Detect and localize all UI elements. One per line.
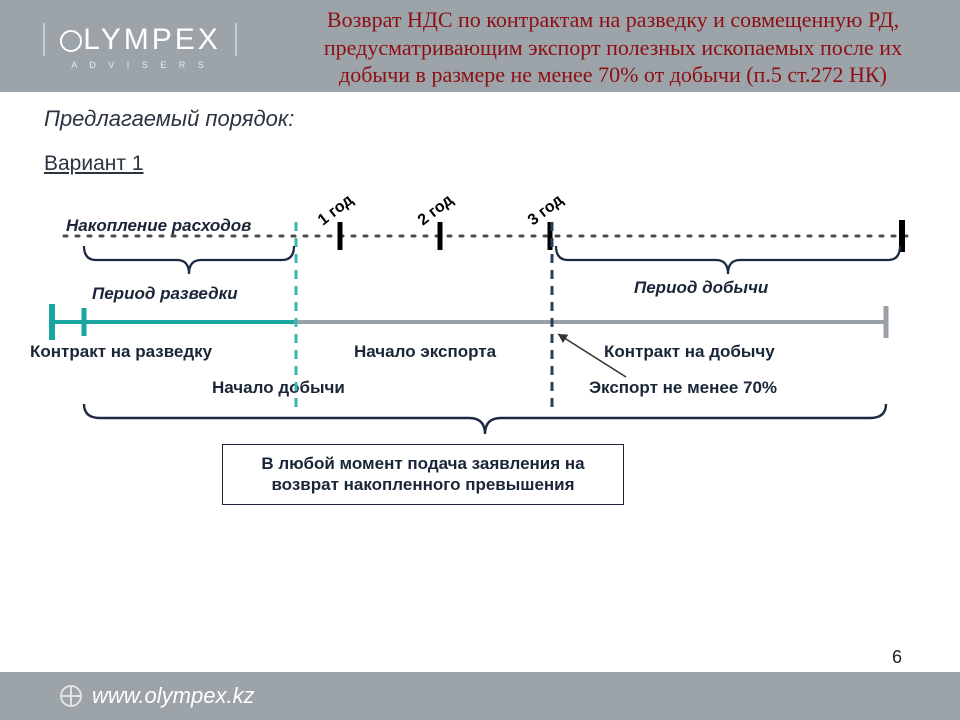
slide-title: Возврат НДС по контрактам на разведку и … xyxy=(280,0,960,92)
logo-text: LYMPEX xyxy=(83,23,221,56)
proposed-heading: Предлагаемый порядок: xyxy=(44,106,910,132)
page-number: 6 xyxy=(892,647,902,668)
logo-sub: A D V I S E R S xyxy=(71,60,209,70)
footer-url: www.olympex.kz xyxy=(92,683,255,709)
logo: LYMPEX A D V I S E R S xyxy=(0,0,280,92)
logo-main: LYMPEX xyxy=(43,23,237,56)
timeline-svg xyxy=(44,182,924,502)
footer: www.olympex.kz xyxy=(0,672,960,720)
timeline-diagram: Накопление расходов 1 год 2 год 3 год Пе… xyxy=(44,182,910,542)
variant-heading: Вариант 1 xyxy=(44,152,910,176)
globe-icon xyxy=(60,685,82,707)
